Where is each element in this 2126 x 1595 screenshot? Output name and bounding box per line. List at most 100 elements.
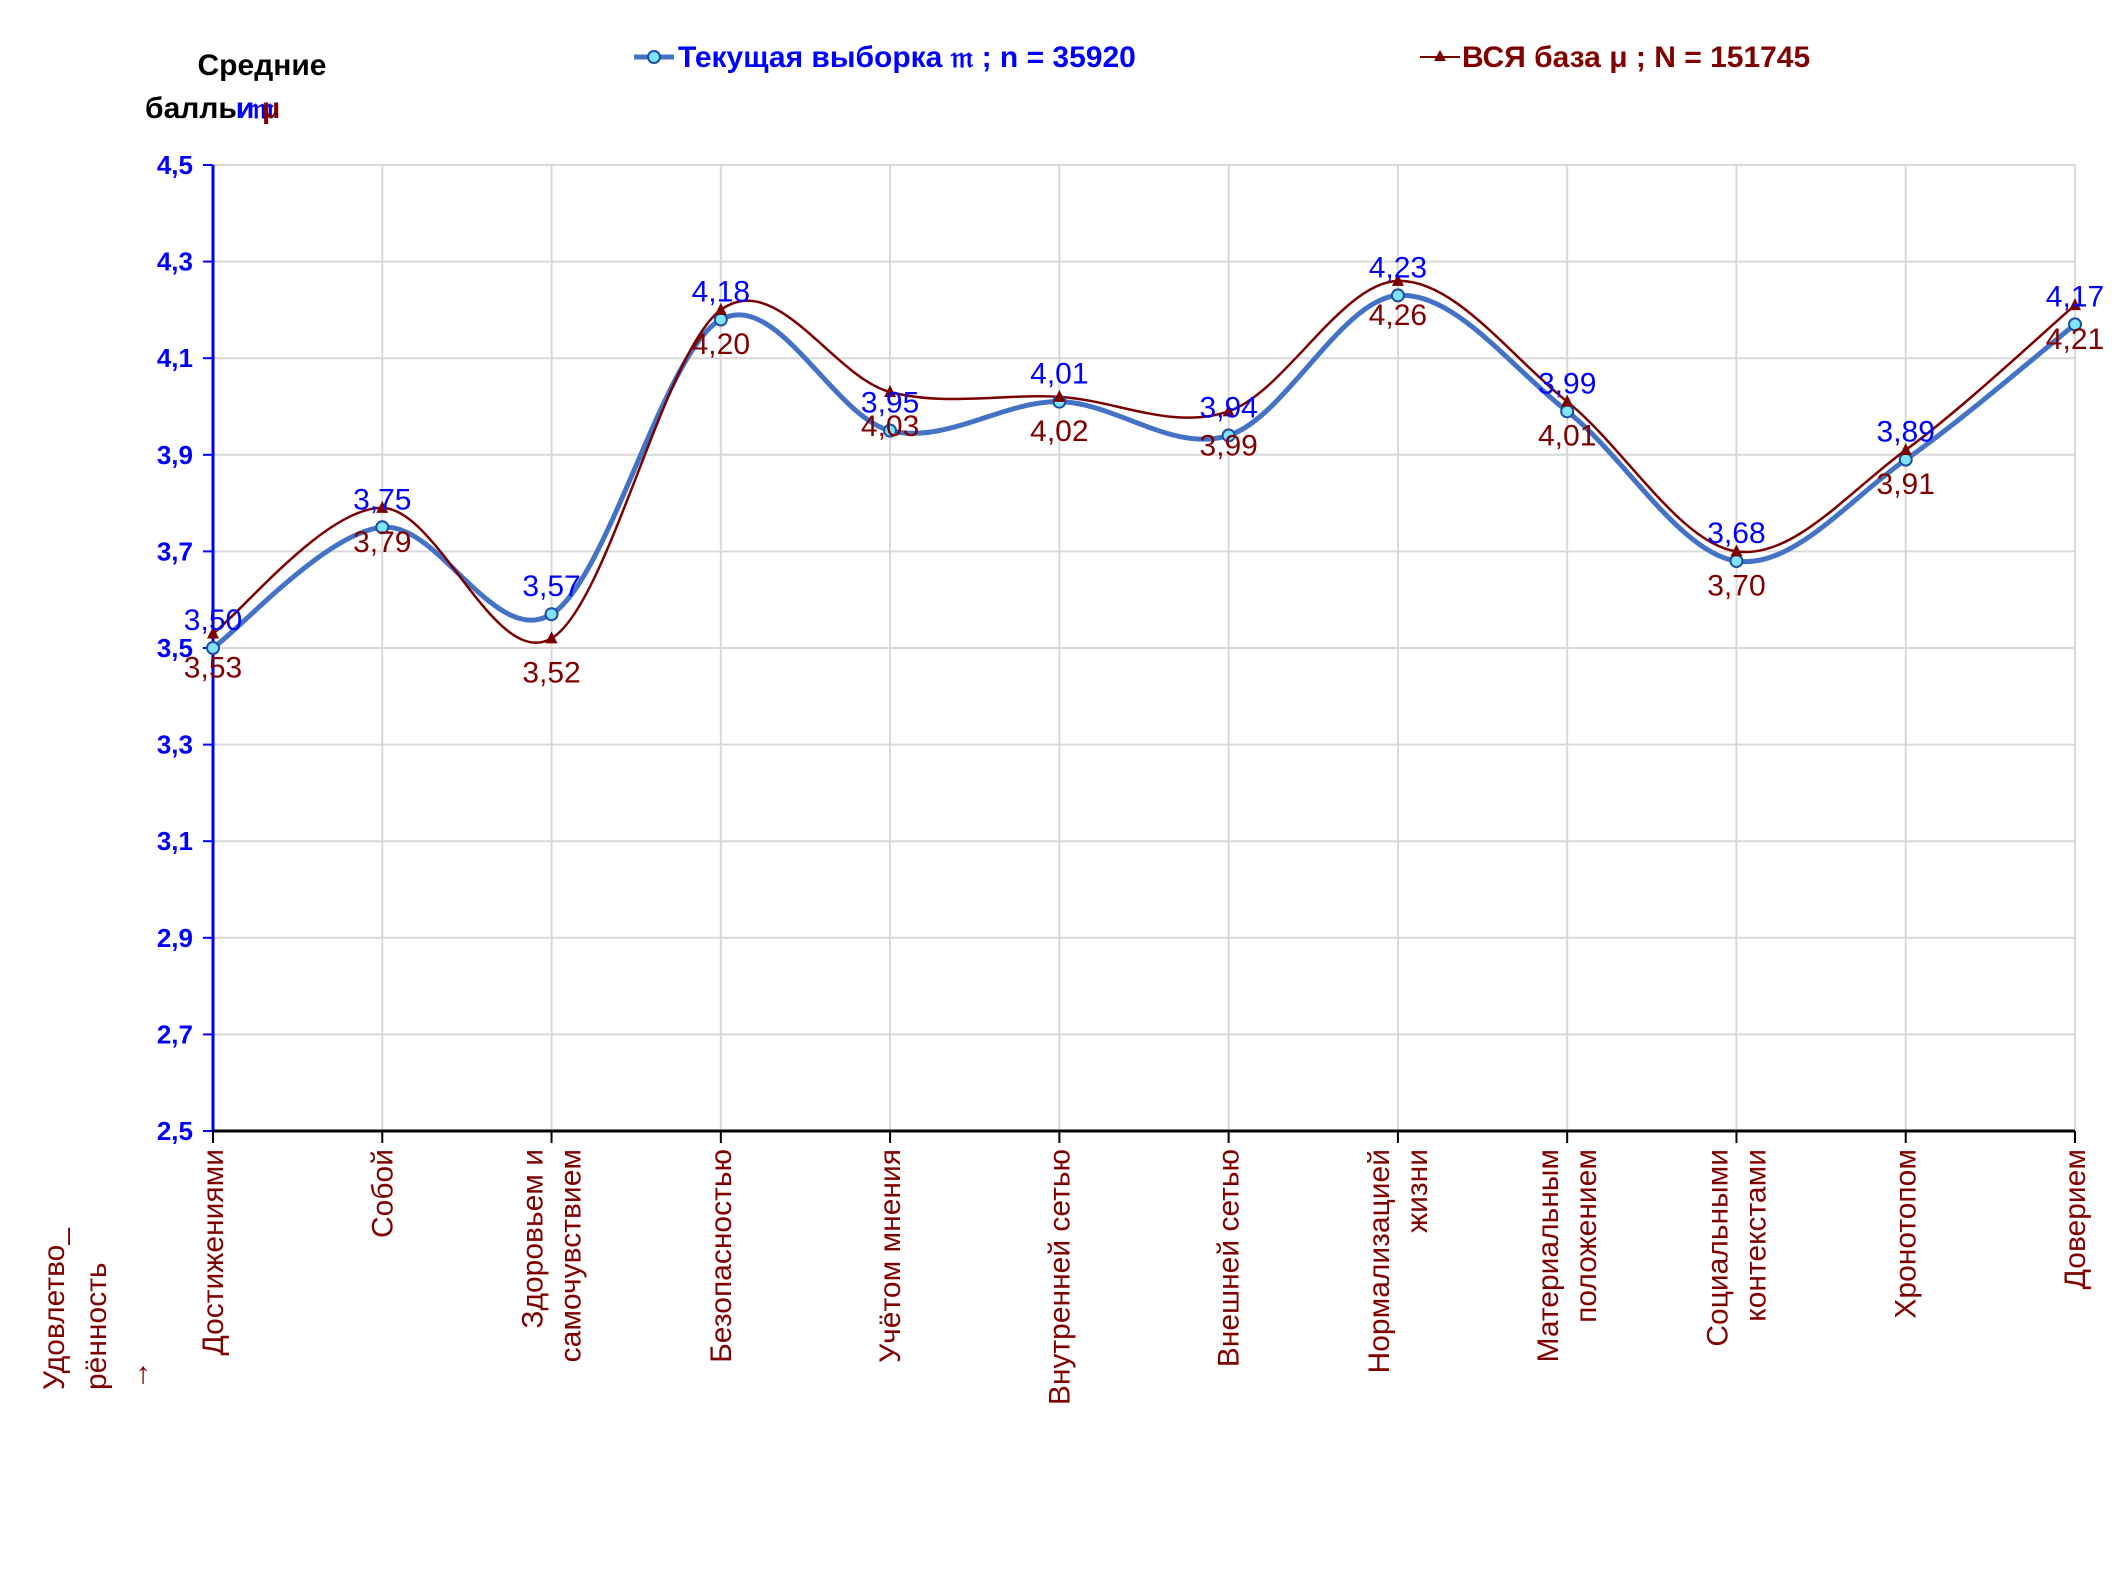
- data-label-current: 3,68: [1707, 517, 1765, 550]
- marker-all: [2069, 298, 2081, 311]
- x-category-label-line: Социальными: [1701, 1149, 1734, 1347]
- x-category-label-line: Внешней сетью: [1213, 1149, 1246, 1367]
- legend-label-current: Текущая выборка 𝔪 ; n = 35920: [678, 41, 1136, 74]
- y-tick-label: 4,1: [157, 343, 193, 373]
- data-label-current: 3,94: [1199, 391, 1257, 424]
- y-tick-label: 3,9: [157, 440, 193, 470]
- legend: Текущая выборка 𝔪 ; n = 35920 ВСЯ база μ…: [634, 41, 1810, 74]
- data-label-current: 3,50: [184, 604, 242, 637]
- marker-all: [207, 626, 219, 639]
- marker-all: [1561, 394, 1574, 407]
- marker-current: [713, 312, 728, 327]
- series-lines: [211, 279, 2077, 651]
- data-label-current: 4,01: [1030, 358, 1088, 391]
- x-category-label: Материальным положением: [1532, 1149, 1603, 1362]
- y-tick-label: 3,3: [157, 730, 193, 760]
- marker-current: [544, 607, 559, 622]
- data-label-current: 3,89: [1877, 416, 1935, 449]
- data-label-current: 3,57: [522, 570, 580, 603]
- x-axis-title-arrow: →: [122, 1360, 155, 1390]
- marker-current: [206, 641, 220, 655]
- x-category-label-line: жизни: [1401, 1149, 1434, 1233]
- x-category-label-line: Достижениями: [197, 1149, 230, 1356]
- data-label-all: 4,03: [861, 410, 919, 443]
- y-axis-title-and: и: [236, 92, 254, 125]
- data-label-current: 3,75: [353, 483, 411, 516]
- marker-current: [375, 520, 390, 535]
- x-category-label-line: Безопасностью: [705, 1149, 738, 1363]
- marker-all: [376, 500, 389, 513]
- x-category-label-line: самочувствием: [555, 1149, 588, 1362]
- data-label-all: 4,26: [1369, 299, 1427, 332]
- x-category-label: Социальными контекстами: [1701, 1149, 1772, 1347]
- x-category-label: Доверием: [2059, 1149, 2092, 1289]
- marker-all: [1053, 389, 1066, 402]
- data-label-all: 3,99: [1199, 429, 1257, 462]
- legend-label-all: ВСЯ база μ ; N = 151745: [1462, 41, 1810, 74]
- x-category-label: Собой: [366, 1149, 399, 1238]
- data-label-all: 3,91: [1877, 468, 1935, 501]
- x-category-label-line: Собой: [366, 1149, 399, 1238]
- x-category-label-line: контекстами: [1739, 1149, 1772, 1322]
- marker-all: [884, 385, 897, 398]
- data-label-current: 4,17: [2046, 280, 2104, 313]
- y-tick-label: 4,3: [157, 247, 193, 277]
- y-axis-title-line2: баллы: [145, 92, 244, 125]
- grid-lines: [213, 164, 2076, 1131]
- marker-current: [1729, 554, 1744, 569]
- marker-current: [1390, 288, 1405, 303]
- marker-all: [545, 631, 558, 644]
- marker-current: [1898, 452, 1913, 467]
- y-tick-labels: 2,5 2,7 2,9 3,1 3,3 3,5 3,7 3,9 4,1 4,3 4,5: [157, 150, 193, 1146]
- x-axis-title: Удовлетво_ рённость →: [38, 1227, 155, 1390]
- data-label-all: 3,70: [1707, 569, 1765, 602]
- axes: [203, 164, 2076, 1143]
- data-label-all: 3,79: [353, 526, 411, 559]
- data-label-current: 4,23: [1369, 251, 1427, 284]
- marker-current: [1560, 404, 1575, 419]
- y-tick-label: 3,7: [157, 536, 193, 566]
- y-axis-title-symbol-mu: μ: [262, 92, 280, 125]
- series-markers: [206, 273, 2082, 655]
- x-category-label-line: Здоровьем и: [517, 1149, 550, 1329]
- marker-current: [883, 423, 898, 438]
- x-category-label: Достижениями: [197, 1149, 230, 1356]
- data-label-current: 4,18: [692, 276, 750, 309]
- x-category-label: Учётом мнения: [874, 1149, 907, 1363]
- data-label-all: 4,21: [2046, 323, 2104, 356]
- data-label-all: 3,53: [184, 652, 242, 685]
- x-category-label: Безопасностью: [705, 1149, 738, 1363]
- series-line-current: [211, 292, 2077, 651]
- y-axis-title-line1: Средние: [198, 49, 327, 82]
- data-label-all: 4,02: [1030, 415, 1088, 448]
- marker-current: [1221, 428, 1236, 443]
- y-tick-label: 2,7: [157, 1019, 193, 1049]
- y-axis-title-symbol-m: 𝔪: [251, 92, 275, 125]
- y-tick-label: 3,1: [157, 826, 193, 856]
- y-tick-label: 4,5: [157, 150, 193, 180]
- x-category-label-line: Хронотопом: [1890, 1149, 1923, 1319]
- data-label-all: 4,01: [1538, 420, 1596, 453]
- marker-all: [1391, 273, 1404, 286]
- data-label-current: 3,99: [1538, 367, 1596, 400]
- data-label-all: 4,20: [692, 328, 750, 361]
- x-category-label: Внутренней сетью: [1043, 1149, 1076, 1405]
- marker-all: [1222, 404, 1235, 417]
- x-category-label: Внешней сетью: [1213, 1149, 1246, 1367]
- data-labels: 3,50 3,75 3,57 4,18 3,95 4,01 3,94 4,23 3,99 3,68…: [184, 251, 2104, 689]
- x-axis-title-line1: Удовлетво_: [38, 1227, 71, 1390]
- legend-marker-current: [647, 50, 661, 64]
- x-category-label-line: Учётом мнения: [874, 1149, 907, 1363]
- marker-all: [1899, 442, 1912, 455]
- x-category-label: Нормализацией жизни: [1363, 1149, 1434, 1373]
- x-category-label-line: Нормализацией: [1363, 1149, 1396, 1373]
- x-category-label-line: Доверием: [2059, 1149, 2092, 1289]
- series-line-all: [212, 279, 2076, 644]
- data-label-all: 3,52: [522, 656, 580, 689]
- y-tick-label: 2,5: [157, 1116, 193, 1146]
- legend-marker-all: [1434, 50, 1446, 61]
- x-category-label-line: положением: [1570, 1149, 1603, 1323]
- x-axis-title-line2: рённость: [80, 1262, 113, 1390]
- data-label-current: 3,95: [861, 387, 919, 420]
